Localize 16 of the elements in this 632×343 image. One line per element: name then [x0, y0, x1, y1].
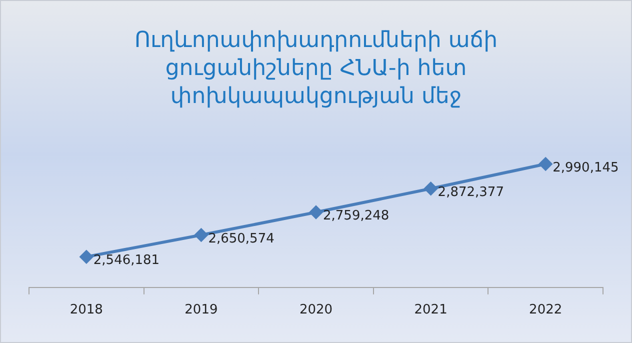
data-label: 2,990,145	[552, 160, 619, 176]
point	[424, 182, 438, 196]
x-tick-label: 2018	[70, 302, 103, 318]
chart-title: Ուղևորափոխադրումների աճի ցուցանիշները ՀՆԱ-ի հետ փոխկապակցության մեջ	[133, 27, 499, 111]
data-label: 2,650,574	[208, 231, 274, 246]
x-tick-label: 2020	[299, 302, 333, 318]
x-tick-label: 2019	[184, 302, 218, 318]
point	[80, 250, 93, 264]
point	[310, 206, 322, 219]
point	[539, 157, 552, 170]
data-label: 2,759,248	[323, 208, 390, 224]
x-tick-label: 2022	[529, 302, 562, 318]
data-label: 2,872,377	[438, 184, 504, 200]
data-label: 2,546,181	[93, 253, 160, 268]
point	[194, 228, 208, 242]
x-tick-label: 2021	[414, 302, 448, 318]
